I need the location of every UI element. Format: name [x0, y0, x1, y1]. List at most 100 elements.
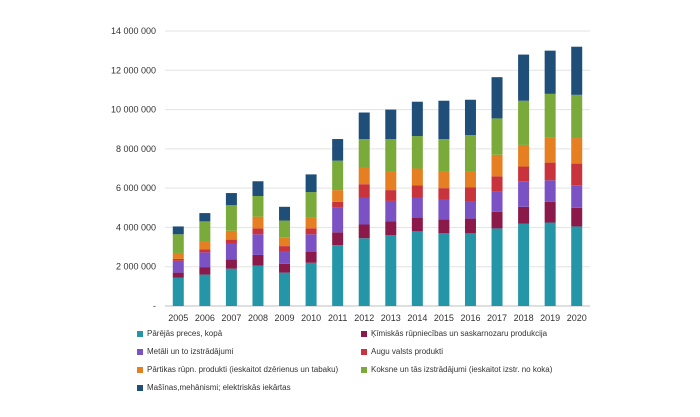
- bar-segment: [464, 233, 476, 306]
- x-tick-label: 2006: [195, 313, 215, 323]
- bar-segment: [571, 163, 583, 186]
- x-tick-label: 2015: [434, 313, 454, 323]
- bar-segment: [199, 252, 211, 268]
- x-tick-label: 2011: [328, 313, 347, 323]
- y-tick-label: 6 000 000: [116, 183, 156, 193]
- bar-segment: [199, 213, 211, 222]
- bar-segment: [279, 246, 291, 251]
- bar-segment: [571, 226, 583, 306]
- y-tick-label: 10 000 000: [111, 105, 156, 115]
- bar-segment: [491, 191, 503, 212]
- bar-segment: [172, 258, 184, 261]
- bar-segment: [305, 234, 317, 252]
- bar-segment: [252, 216, 264, 229]
- y-tick-label: 4 000 000: [116, 222, 156, 232]
- bar-segment: [411, 197, 423, 218]
- bar-segment: [518, 54, 530, 101]
- bar-segment: [411, 185, 423, 198]
- bar-segment: [279, 263, 291, 273]
- bar-segment: [571, 185, 583, 208]
- bar-segment: [518, 223, 530, 306]
- bar-segment: [411, 136, 423, 169]
- bar-segment: [491, 176, 503, 192]
- x-tick-label: 2005: [168, 313, 188, 323]
- x-tick-label: 2016: [460, 313, 480, 323]
- bar-segment: [332, 160, 344, 191]
- bar-segment: [199, 241, 211, 250]
- bar-segment: [385, 171, 397, 191]
- x-tick-label: 2010: [301, 313, 321, 323]
- bar-segment: [225, 259, 237, 269]
- bar-segment: [571, 46, 583, 95]
- bar-segment: [358, 184, 370, 198]
- bar-segment: [199, 221, 211, 242]
- bar-segment: [252, 254, 264, 266]
- bar-segment: [544, 137, 556, 163]
- bar-segment: [252, 196, 264, 217]
- bar-segment: [438, 171, 450, 189]
- bar-segment: [225, 243, 237, 260]
- y-tick-label: -: [153, 301, 156, 311]
- x-tick-label: 2013: [381, 313, 401, 323]
- bar-segment: [518, 166, 530, 182]
- bar-segment: [172, 234, 184, 253]
- bar-segment: [491, 228, 503, 306]
- bar-segment: [225, 239, 237, 244]
- bar-segment: [305, 192, 317, 218]
- bar-segment: [225, 230, 237, 240]
- bar-segment: [332, 232, 344, 246]
- bar-segment: [544, 222, 556, 306]
- bar-segment: [358, 112, 370, 140]
- bar-segment: [411, 168, 423, 186]
- bar-segment: [385, 200, 397, 222]
- bar-segment: [385, 221, 397, 236]
- bar-segment: [305, 228, 317, 235]
- bar-segment: [438, 100, 450, 140]
- x-tick-label: 2020: [567, 313, 587, 323]
- bar-segment: [332, 207, 344, 233]
- bar-segment: [252, 234, 264, 255]
- bar-segment: [279, 220, 291, 238]
- bar-segment: [358, 238, 370, 306]
- bar-segment: [438, 139, 450, 172]
- bar-segment: [411, 217, 423, 232]
- bar-segment: [252, 181, 264, 196]
- bar-segment: [464, 99, 476, 136]
- bar-segment: [571, 138, 583, 164]
- bars: [172, 46, 583, 306]
- bar-segment: [172, 272, 184, 278]
- y-tick-label: 12 000 000: [111, 65, 156, 75]
- bar-segment: [385, 109, 397, 140]
- bar-segment: [305, 251, 317, 263]
- y-tick-label: 14 000 000: [111, 26, 156, 36]
- bar-segment: [172, 277, 184, 306]
- x-tick-label: 2018: [514, 313, 534, 323]
- x-tick-label: 2019: [540, 313, 560, 323]
- bar-segment: [464, 218, 476, 234]
- bar-segment: [571, 94, 583, 139]
- bar-segment: [332, 201, 344, 208]
- bar-segment: [332, 139, 344, 161]
- x-axis-ticks: 2005 2006 2007 2008 2009 2010 2011 2012 2013 2014…: [168, 313, 586, 323]
- y-tick-label: 8 000 000: [116, 144, 156, 154]
- bar-segment: [544, 201, 556, 223]
- bar-segment: [385, 139, 397, 172]
- bar-segment: [491, 211, 503, 229]
- bar-segment: [225, 268, 237, 306]
- bar-segment: [252, 228, 264, 235]
- x-tick-label: 2007: [221, 313, 241, 323]
- bar-segment: [518, 206, 530, 224]
- bar-segment: [172, 252, 184, 259]
- bar-segment: [358, 167, 370, 185]
- bar-segment: [491, 154, 503, 177]
- y-axis-ticks: - 2 000 000 4 000 000 6 000 000 8 000 000 10 …: [111, 26, 156, 311]
- bar-segment: [385, 235, 397, 306]
- x-tick-label: 2014: [407, 313, 427, 323]
- bar-segment: [571, 207, 583, 227]
- bar-segment: [464, 171, 476, 188]
- bar-segment: [544, 180, 556, 202]
- bar-segment: [438, 219, 450, 234]
- x-tick-label: 2008: [248, 313, 268, 323]
- bar-segment: [438, 188, 450, 200]
